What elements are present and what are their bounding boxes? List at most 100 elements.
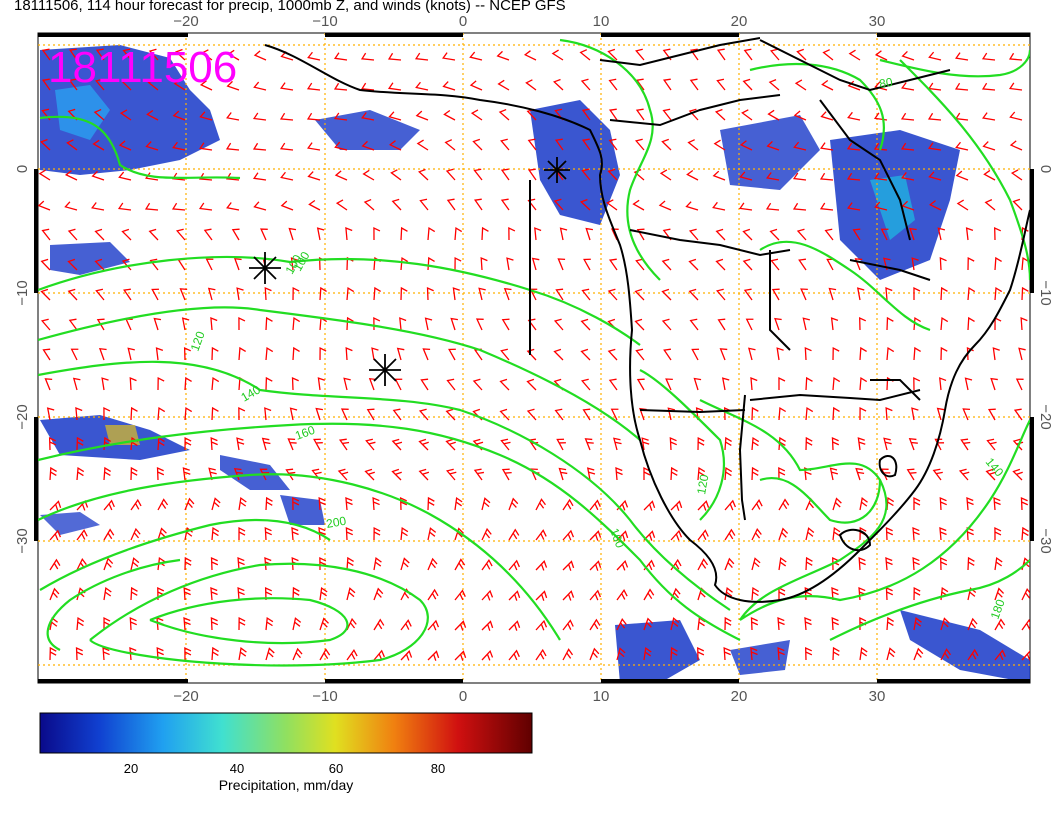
wind-barb: [717, 318, 726, 331]
wind-barb: [127, 347, 135, 361]
wind-barb: [724, 436, 732, 451]
wind-barb: [157, 527, 167, 541]
wind-barb: [584, 438, 594, 451]
wind-barb: [291, 527, 299, 541]
wind-barb: [777, 617, 785, 631]
wind-barb: [579, 49, 591, 61]
contour-label: 120: [188, 329, 208, 353]
wind-barb: [636, 228, 645, 241]
marker-asterisks: [249, 157, 570, 386]
wind-barb: [885, 557, 893, 571]
wind-barb: [388, 140, 402, 151]
wind-barb: [967, 648, 979, 661]
wind-barb: [712, 201, 726, 211]
wind-barb: [146, 109, 159, 121]
wind-barb: [635, 78, 645, 91]
wind-barb: [68, 318, 78, 331]
wind-barb: [371, 347, 379, 361]
wind-barb: [831, 617, 839, 631]
wind-barb: [608, 138, 618, 151]
wind-barb: [259, 468, 270, 481]
wind-barb: [68, 78, 78, 91]
wind-barb: [743, 288, 753, 301]
wind-barb: [643, 466, 651, 481]
wind-barb: [1021, 649, 1030, 661]
wind-barb: [151, 288, 159, 301]
wind-barb: [289, 407, 298, 421]
wind-barb: [319, 617, 329, 631]
wind-barb: [498, 108, 510, 121]
wind-barb: [508, 590, 521, 601]
wind-barb: [913, 286, 921, 301]
wind-barb: [123, 288, 132, 301]
wind-barb: [741, 109, 753, 121]
wind-barb: [526, 408, 537, 421]
wind-barb: [1008, 52, 1023, 61]
wind-barb: [153, 317, 162, 331]
wind-barb: [292, 617, 302, 631]
wind-barb: [149, 258, 159, 271]
wind-barb: [40, 318, 51, 331]
wind-barb: [526, 348, 537, 361]
wind-barb: [334, 170, 348, 181]
wind-barb: [226, 112, 240, 121]
wind-barb: [858, 557, 866, 571]
wind-barb: [501, 468, 512, 481]
wind-barb: [778, 466, 786, 481]
wind-barb: [454, 256, 462, 271]
wind-barb: [148, 228, 159, 241]
wind-barb: [508, 226, 516, 241]
wind-barb: [994, 618, 1006, 631]
contour-label: 180: [988, 597, 1008, 621]
wind-barb: [500, 168, 510, 181]
wind-barb: [400, 226, 408, 241]
y-tick-label: −10: [1037, 280, 1054, 305]
wind-barb: [469, 51, 483, 61]
wind-barb: [805, 527, 815, 541]
wind-barb: [832, 497, 842, 511]
wind-barb: [912, 557, 920, 571]
wind-barb: [793, 141, 807, 151]
wind-barb: [554, 408, 564, 421]
wind-barb: [454, 558, 466, 571]
wind-barb: [589, 560, 602, 571]
colorbar-gradient: [39, 712, 533, 754]
wind-barb: [414, 52, 429, 61]
wind-barb: [667, 407, 676, 421]
wind-barb: [661, 318, 672, 331]
wind-barb: [41, 78, 51, 91]
wind-barb: [265, 647, 275, 661]
wind-barb: [252, 172, 267, 181]
wind-barb: [939, 497, 947, 511]
wind-barb: [172, 141, 186, 151]
wind-barb: [994, 649, 1006, 661]
wind-barb: [724, 616, 732, 631]
wind-barb: [832, 346, 840, 361]
wind-barb: [179, 288, 188, 301]
wind-barb: [264, 407, 272, 421]
wind-barb: [238, 406, 246, 421]
wind-barb: [238, 616, 246, 631]
wind-barb: [636, 378, 645, 391]
wind-barb: [994, 556, 1003, 571]
wind-barb: [608, 108, 618, 121]
wind-barb: [940, 286, 948, 301]
wind-barb: [689, 48, 699, 61]
wind-barb: [40, 258, 51, 271]
wind-barb: [819, 202, 834, 211]
wind-barb: [130, 586, 138, 601]
wind-barb: [225, 172, 240, 181]
wind-barb: [253, 201, 267, 211]
wind-barb: [663, 348, 672, 361]
wind-barb: [481, 527, 492, 541]
wind-barb: [697, 646, 705, 661]
wind-barb: [253, 81, 267, 91]
wind-barb: [940, 346, 948, 361]
wind-barb: [130, 406, 138, 421]
wind-barb: [103, 557, 114, 571]
wind-barb: [315, 407, 324, 421]
wind-barb: [697, 500, 710, 511]
wind-barb: [555, 288, 564, 301]
wind-barb: [345, 227, 353, 241]
wind-barb: [291, 376, 299, 391]
